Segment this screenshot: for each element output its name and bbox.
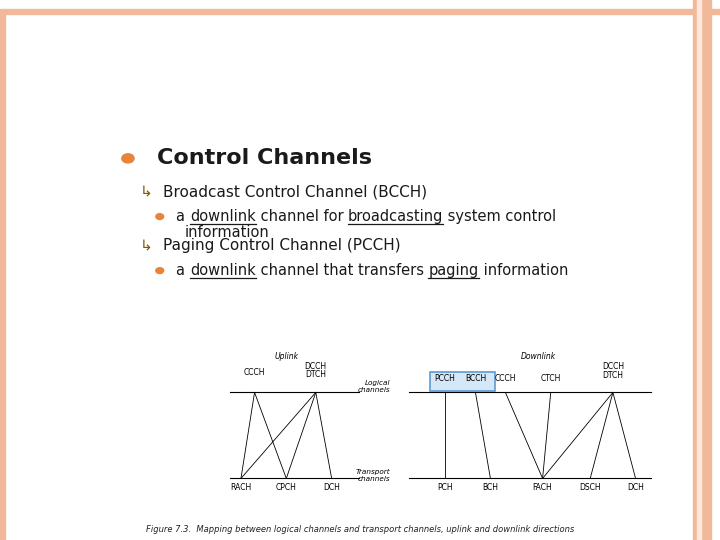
Text: ↳: ↳ <box>140 184 153 199</box>
Text: Transport
channels: Transport channels <box>356 469 391 482</box>
Text: downlink: downlink <box>190 263 256 278</box>
Text: channel for: channel for <box>256 209 348 224</box>
Text: DCH: DCH <box>627 483 644 491</box>
Text: PCH: PCH <box>437 483 453 491</box>
Text: DCH: DCH <box>323 483 340 491</box>
Text: CCCH: CCCH <box>244 368 265 377</box>
Text: CTCH: CTCH <box>541 374 561 383</box>
Text: system control: system control <box>444 209 557 224</box>
Text: Broadcast Control Channel (BCCH): Broadcast Control Channel (BCCH) <box>163 184 427 199</box>
Text: paging: paging <box>428 263 479 278</box>
Text: BCCH: BCCH <box>465 374 486 383</box>
Text: DCCH: DCCH <box>602 362 624 372</box>
Text: RACH: RACH <box>230 483 251 491</box>
Text: downlink: downlink <box>190 209 256 224</box>
Text: a: a <box>176 263 190 278</box>
Text: DSCH: DSCH <box>580 483 601 491</box>
Text: ↳: ↳ <box>140 238 153 253</box>
Text: DCCH: DCCH <box>305 361 327 370</box>
Text: DTCH: DTCH <box>603 371 624 380</box>
Text: CPCH: CPCH <box>276 483 297 491</box>
Text: Uplink: Uplink <box>274 352 298 361</box>
Circle shape <box>122 154 134 163</box>
Text: PCCH: PCCH <box>435 374 456 383</box>
Text: information: information <box>185 225 269 240</box>
Text: channel that transfers: channel that transfers <box>256 263 428 278</box>
Text: Paging Control Channel (PCCH): Paging Control Channel (PCCH) <box>163 238 400 253</box>
Text: Logical
channels: Logical channels <box>358 380 391 393</box>
Circle shape <box>156 214 163 219</box>
Text: Control Channels: Control Channels <box>157 148 372 168</box>
Text: broadcasting: broadcasting <box>348 209 444 224</box>
Text: CCCH: CCCH <box>495 374 516 383</box>
Text: information: information <box>479 263 568 278</box>
Text: Downlink: Downlink <box>521 352 556 361</box>
Circle shape <box>156 268 163 274</box>
Text: a: a <box>176 209 190 224</box>
Text: Figure 7.3.  Mapping between logical channels and transport channels, uplink and: Figure 7.3. Mapping between logical chan… <box>146 525 574 534</box>
Text: DTCH: DTCH <box>305 370 326 379</box>
Bar <box>430 372 495 391</box>
Text: FACH: FACH <box>533 483 552 491</box>
Text: BCH: BCH <box>482 483 498 491</box>
